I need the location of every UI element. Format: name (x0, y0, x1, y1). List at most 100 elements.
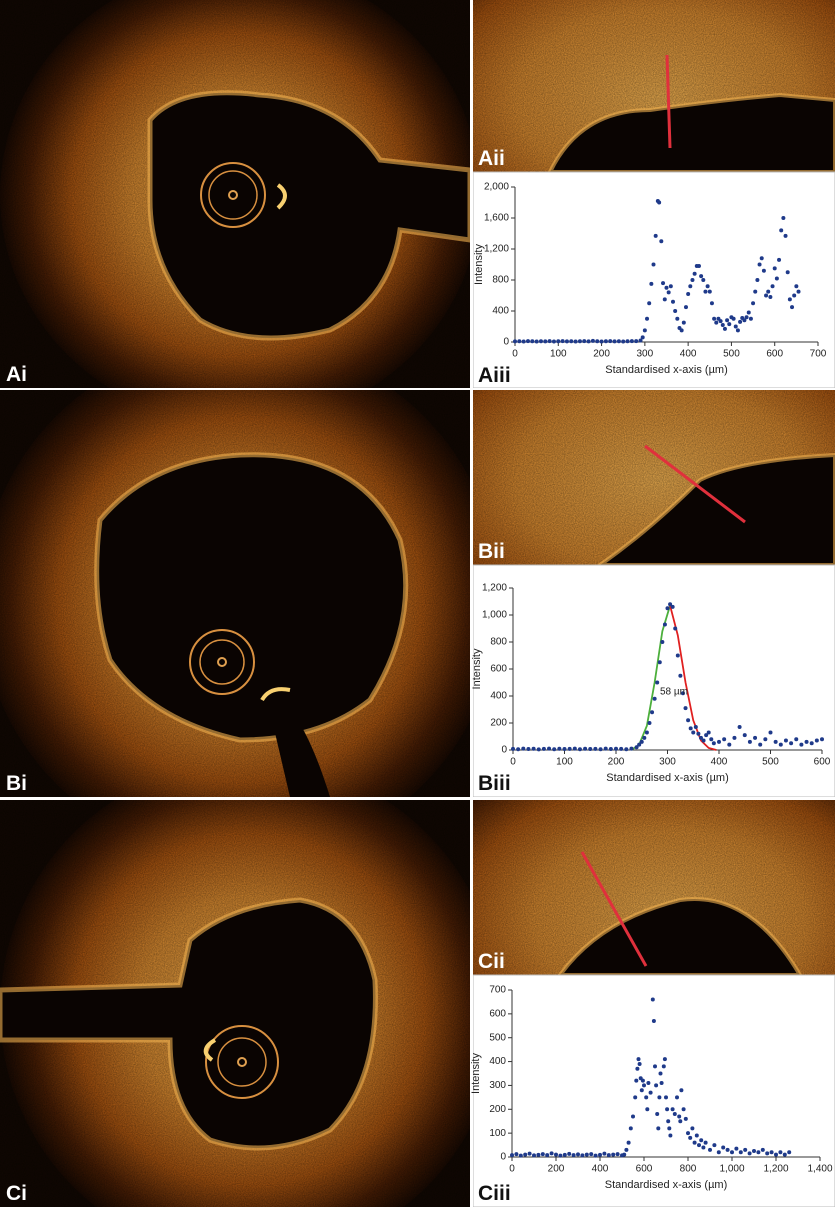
data-point (679, 328, 684, 333)
oct-image (0, 800, 470, 1207)
data-point (799, 742, 804, 747)
data-point (744, 315, 749, 320)
data-point (680, 691, 685, 696)
data-point (549, 1151, 554, 1156)
data-point (761, 268, 766, 273)
data-point (673, 309, 678, 313)
panel-label: Bi (6, 772, 27, 795)
data-point (720, 322, 725, 327)
data-point (644, 730, 649, 735)
data-point (603, 339, 608, 344)
data-point (653, 233, 658, 238)
data-point (651, 1019, 656, 1024)
data-point (779, 228, 784, 233)
data-point (538, 339, 543, 344)
data-point (541, 746, 546, 751)
data-point (717, 739, 721, 744)
data-point (651, 262, 656, 267)
data-point (614, 746, 618, 751)
data-point (646, 1081, 651, 1086)
x-axis-label: Standardised x-axis (µm) (605, 1179, 728, 1191)
x-tick-label: 1,200 (763, 1164, 788, 1175)
data-point (655, 680, 660, 685)
data-point (639, 739, 644, 744)
data-point (634, 339, 639, 344)
oct-image (473, 390, 835, 565)
data-point (804, 739, 809, 744)
data-point (547, 339, 552, 344)
data-point (809, 741, 814, 746)
data-point (654, 1083, 659, 1088)
data-point (731, 316, 736, 321)
x-tick-label: 400 (680, 349, 697, 360)
data-point (633, 1095, 638, 1100)
data-point (787, 297, 792, 302)
data-point (645, 316, 650, 321)
data-point (530, 339, 535, 344)
data-point (608, 339, 613, 344)
data-point (751, 301, 756, 306)
data-point (766, 289, 771, 294)
x-tick-label: 0 (509, 1164, 515, 1175)
data-point (796, 289, 801, 294)
data-point (769, 1150, 774, 1155)
data-point (569, 339, 574, 344)
data-point (580, 1153, 585, 1158)
data-point (699, 1138, 704, 1143)
y-tick-label: 1,200 (484, 244, 509, 255)
data-point (593, 746, 598, 751)
data-point (781, 216, 786, 220)
data-point (672, 1112, 677, 1117)
data-point (753, 735, 758, 740)
data-point (747, 1151, 752, 1156)
data-point (557, 746, 562, 751)
data-point (711, 741, 716, 746)
data-point (746, 310, 751, 315)
y-tick-label: 200 (490, 718, 507, 729)
data-point (644, 1095, 649, 1100)
data-point (662, 1057, 667, 1062)
data-point (668, 284, 673, 289)
data-point (763, 737, 768, 742)
y-tick-label: 1,600 (484, 213, 509, 224)
data-point (694, 1133, 699, 1138)
data-point (752, 1149, 756, 1154)
x-tick-label: 400 (711, 757, 728, 768)
data-point (681, 1107, 686, 1112)
data-point (686, 718, 691, 723)
data-point (735, 328, 740, 333)
data-point (629, 746, 634, 751)
oct-image (473, 0, 835, 172)
x-tick-label: 100 (556, 757, 573, 768)
data-point (748, 316, 753, 321)
y-tick-label: 300 (489, 1080, 506, 1091)
data-point (679, 1088, 684, 1093)
data-point (642, 1083, 646, 1088)
data-point (725, 1147, 730, 1152)
data-point (628, 1126, 633, 1131)
data-point (716, 1150, 721, 1155)
data-point (785, 270, 790, 275)
y-tick-label: 200 (489, 1104, 506, 1115)
data-point (709, 301, 714, 306)
data-point (523, 1152, 528, 1157)
x-tick-label: 0 (512, 349, 518, 360)
data-point (661, 1064, 666, 1069)
data-point (560, 339, 565, 344)
data-point (598, 747, 603, 752)
data-point (742, 318, 747, 323)
data-point (639, 1088, 644, 1093)
data-point (787, 1150, 792, 1155)
data-point (701, 278, 706, 282)
x-axis-label: Standardised x-axis (µm) (605, 364, 728, 376)
x-axis-label: Standardised x-axis (µm) (606, 772, 729, 784)
data-point (521, 339, 526, 344)
data-point (697, 1143, 701, 1148)
data-point (588, 747, 593, 752)
data-point (690, 278, 695, 282)
data-point (742, 733, 747, 738)
data-point (636, 1057, 641, 1062)
data-point (606, 1153, 611, 1158)
x-tick-label: 1,000 (719, 1164, 744, 1175)
